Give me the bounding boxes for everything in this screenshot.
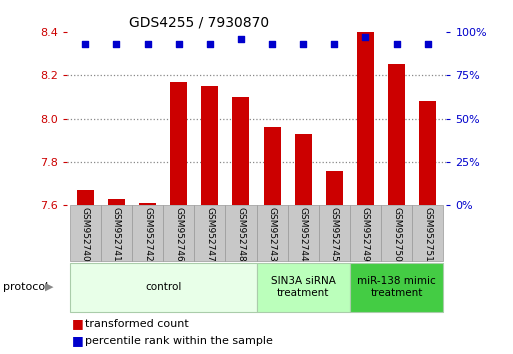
Text: ■: ■: [72, 335, 84, 347]
Text: GSM952741: GSM952741: [112, 207, 121, 262]
Bar: [388, 64, 405, 205]
Text: GSM952745: GSM952745: [330, 207, 339, 262]
Text: GSM952748: GSM952748: [236, 207, 245, 262]
Text: GSM952743: GSM952743: [268, 207, 277, 262]
Text: GSM952744: GSM952744: [299, 207, 308, 262]
Text: GSM952742: GSM952742: [143, 207, 152, 262]
Text: GSM952750: GSM952750: [392, 207, 401, 262]
Point: [237, 36, 245, 42]
Bar: [108, 199, 125, 205]
Point: [174, 41, 183, 47]
Point: [330, 41, 339, 47]
Text: protocol: protocol: [3, 282, 48, 292]
Text: ■: ■: [72, 318, 84, 330]
Text: GSM952747: GSM952747: [205, 207, 214, 262]
Bar: [357, 32, 374, 205]
Bar: [232, 97, 249, 205]
Bar: [101, 205, 132, 261]
Point: [144, 41, 152, 47]
Bar: [163, 205, 194, 261]
Text: percentile rank within the sample: percentile rank within the sample: [85, 336, 272, 346]
Bar: [350, 263, 443, 312]
Bar: [77, 190, 94, 205]
Bar: [288, 205, 319, 261]
Point: [299, 41, 307, 47]
Text: control: control: [145, 282, 181, 292]
Bar: [256, 205, 288, 261]
Bar: [381, 205, 412, 261]
Point: [268, 41, 276, 47]
Point: [112, 41, 121, 47]
Bar: [132, 205, 163, 261]
Point: [206, 41, 214, 47]
Text: GSM952751: GSM952751: [423, 207, 432, 262]
Bar: [170, 82, 187, 205]
Text: GSM952740: GSM952740: [81, 207, 90, 262]
Point: [392, 41, 401, 47]
Text: miR-138 mimic
treatment: miR-138 mimic treatment: [357, 276, 436, 298]
Text: ▶: ▶: [45, 282, 53, 292]
Bar: [326, 171, 343, 205]
Bar: [319, 205, 350, 261]
Point: [361, 34, 369, 40]
Bar: [419, 101, 436, 205]
Title: GDS4255 / 7930870: GDS4255 / 7930870: [129, 15, 270, 29]
Bar: [70, 263, 256, 312]
Bar: [70, 205, 101, 261]
Point: [81, 41, 89, 47]
Text: GSM952746: GSM952746: [174, 207, 183, 262]
Bar: [350, 205, 381, 261]
Bar: [264, 127, 281, 205]
Text: GSM952749: GSM952749: [361, 207, 370, 262]
Text: transformed count: transformed count: [85, 319, 188, 329]
Bar: [201, 86, 219, 205]
Bar: [139, 203, 156, 205]
Point: [424, 41, 432, 47]
Bar: [194, 205, 225, 261]
Bar: [294, 134, 312, 205]
Bar: [412, 205, 443, 261]
Bar: [225, 205, 256, 261]
Text: SIN3A siRNA
treatment: SIN3A siRNA treatment: [271, 276, 336, 298]
Bar: [256, 263, 350, 312]
